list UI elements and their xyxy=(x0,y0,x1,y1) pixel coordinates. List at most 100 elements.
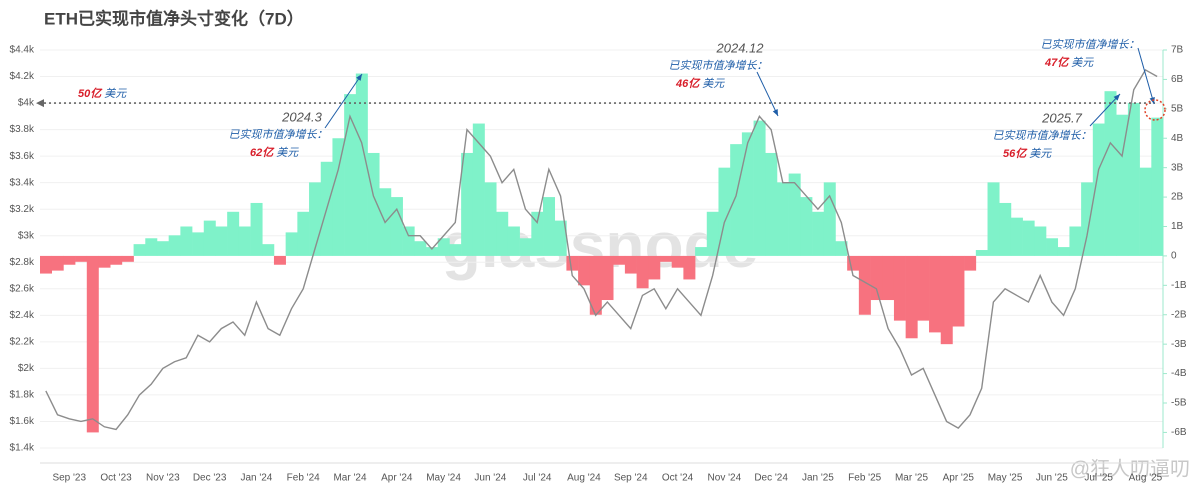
x-tick-label: Jul '25 xyxy=(1084,473,1113,484)
net-position-bar xyxy=(589,255,602,315)
net-position-bar xyxy=(741,132,754,256)
net-position-bar xyxy=(905,255,918,339)
net-position-bar xyxy=(145,238,158,256)
x-tick-label: May '25 xyxy=(988,473,1023,484)
y2-tick-label: -2B xyxy=(1171,309,1187,320)
y2-tick-label: -1B xyxy=(1171,280,1187,291)
net-position-bar xyxy=(1046,238,1059,256)
net-position-bar xyxy=(309,182,322,256)
annotation-date: 2025.7 xyxy=(1041,110,1083,125)
y2-tick-label: 5B xyxy=(1171,103,1184,114)
net-position-bar xyxy=(461,152,474,256)
y-tick-label: $3.6k xyxy=(10,151,35,162)
net-position-bar xyxy=(636,255,649,289)
net-position-bar xyxy=(695,247,708,256)
net-position-bar xyxy=(156,241,169,256)
net-position-bar xyxy=(1151,117,1164,256)
net-position-bar xyxy=(203,220,216,256)
y-tick-label: $3k xyxy=(18,230,35,241)
annotation-arrow xyxy=(1089,93,1121,127)
net-position-bar xyxy=(1010,217,1023,256)
net-position-bar xyxy=(893,255,906,321)
net-position-bar xyxy=(870,255,883,301)
x-tick-label: Mar '25 xyxy=(895,473,928,484)
net-position-bar xyxy=(367,152,380,256)
net-position-bar xyxy=(730,144,743,256)
net-position-bar xyxy=(858,255,871,315)
y-tick-label: $2k xyxy=(18,363,35,374)
net-position-bar xyxy=(507,226,520,256)
x-tick-label: Feb '24 xyxy=(287,473,320,484)
annotation-arrow xyxy=(756,71,779,117)
arrow-head xyxy=(772,109,778,116)
y2-tick-label: 4B xyxy=(1171,133,1184,144)
net-position-bar xyxy=(601,255,614,301)
net-position-bar xyxy=(86,255,99,433)
net-position-bar xyxy=(519,238,532,256)
net-position-bar xyxy=(192,232,205,256)
y-tick-label: $1.8k xyxy=(10,390,35,401)
net-position-bar xyxy=(847,255,860,271)
y-tick-label: $4k xyxy=(18,98,35,109)
net-position-bar xyxy=(835,241,848,256)
net-position-bar xyxy=(753,120,766,256)
net-position-bar xyxy=(812,211,825,256)
annotation-amount: 46亿 美元 xyxy=(675,77,725,90)
net-position-bar xyxy=(1139,167,1152,256)
net-position-bar xyxy=(484,182,497,256)
x-tick-label: Sep '23 xyxy=(52,473,86,484)
net-position-bar xyxy=(1092,123,1105,256)
y-tick-label: $1.6k xyxy=(10,416,35,427)
net-position-bar xyxy=(110,255,123,265)
net-position-bar xyxy=(180,226,193,256)
unit: 美元 xyxy=(1029,147,1052,160)
unit: 美元 xyxy=(702,77,725,90)
net-position-bar xyxy=(917,255,930,321)
y2-tick-label: 3B xyxy=(1171,162,1184,173)
net-position-bar xyxy=(671,255,684,268)
net-position-bar xyxy=(776,182,789,256)
annotation-label: 已实现市值净增长： xyxy=(1041,38,1140,51)
y2-tick-label: -6B xyxy=(1171,427,1187,438)
y-tick-label: $3.2k xyxy=(10,204,35,215)
y-tick-label: $3.8k xyxy=(10,124,35,135)
x-tick-label: Nov '23 xyxy=(146,473,180,484)
y-tick-label: $4.2k xyxy=(10,71,35,82)
y-tick-label: $3.4k xyxy=(10,177,35,188)
net-position-bar xyxy=(566,255,579,271)
net-position-bar xyxy=(987,182,1000,256)
highlight-circle xyxy=(1144,99,1166,121)
net-position-bar xyxy=(355,73,368,256)
net-position-bar xyxy=(531,211,544,256)
net-position-bar xyxy=(964,255,977,271)
x-tick-label: Aug '24 xyxy=(567,473,601,484)
net-position-bar xyxy=(952,255,965,327)
y-tick-label: $2.4k xyxy=(10,310,35,321)
x-tick-label: Dec '24 xyxy=(754,473,788,484)
arrow-head xyxy=(1149,97,1155,104)
x-tick-label: May '24 xyxy=(426,473,461,484)
net-position-bar xyxy=(472,123,485,256)
x-tick-label: Apr '24 xyxy=(381,473,413,484)
net-position-bar xyxy=(613,255,626,265)
arrow-head xyxy=(356,74,362,81)
x-tick-label: Jun '25 xyxy=(1036,473,1068,484)
amount: 50亿 xyxy=(78,87,103,100)
net-position-bar xyxy=(98,255,111,268)
net-position-bar xyxy=(823,182,836,256)
net-position-bar xyxy=(788,173,801,256)
annotation-amount: 56亿 美元 xyxy=(1003,147,1052,160)
x-tick-label: Mar '24 xyxy=(333,473,366,484)
annotation-arrow xyxy=(324,73,363,129)
net-position-bar xyxy=(215,226,228,256)
y2-tick-label: 2B xyxy=(1171,192,1184,203)
net-position-bar xyxy=(1057,247,1070,256)
y2-tick-label: -5B xyxy=(1171,398,1187,409)
net-position-bar xyxy=(390,197,403,256)
unit: 美元 xyxy=(1071,56,1094,69)
y-tick-label: $1.4k xyxy=(10,443,35,454)
y2-tick-label: 1B xyxy=(1171,221,1184,232)
net-position-bar xyxy=(578,255,591,286)
net-position-bar xyxy=(273,255,286,265)
